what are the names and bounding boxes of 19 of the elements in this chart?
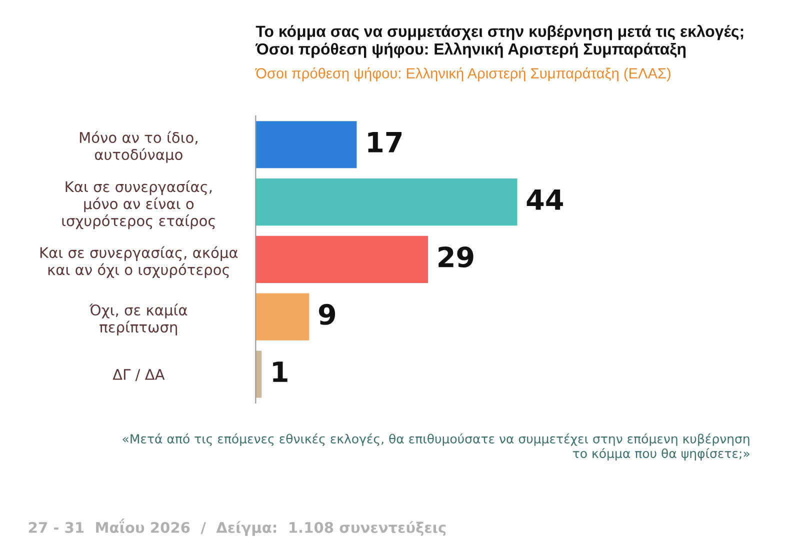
bar [256, 121, 357, 168]
data-label: 1 [273, 362, 288, 382]
data-label: 9 [318, 304, 336, 325]
text: «Μετά από τις επόμενες εθνικές εκλογές, θα επιθυμούσατε να συμμετέχει στην επόμενη κυβέρνηση το κόμμα που θα ψηφίσετε;» [122, 433, 750, 461]
chart-subtitle: Όσοι πρόθεση ψήφου: Ελληνική Αριστερή Συμπαράταξη (ΕΛΑΣ) [255, 67, 670, 82]
y-tick-label: Όχι, σε καμία περίπτωση [89, 304, 188, 336]
data-label: 17 [368, 132, 402, 152]
y-tick-label: ΔΓ / ΔΑ [112, 369, 165, 382]
y-tick-label: Και σε συνεργασίας, ακόμα και αν όχι ο ισχυρότερος [40, 246, 238, 278]
bar [256, 350, 262, 398]
bar [256, 178, 518, 226]
data-label: 29 [438, 246, 474, 268]
bar [256, 293, 310, 340]
y-tick-label: Και σε συνεργασίας, μόνο αν είναι ο ισχυρότερος εταίρος [62, 180, 215, 230]
chart-title: Το κόμμα σας να συμμετάσχει στην κυβέρνηση μετά τις εκλογές; Όσοι πρόθεση ψήφου: Ελληνική Αριστερή Συμπαράταξη [255, 24, 744, 58]
y-tick-label: Μόνο αν το ίδιο, αυτοδύναμο [80, 131, 198, 163]
bar [256, 236, 428, 283]
data-label: 44 [526, 189, 563, 210]
text: 27 - 31 Μαΐου 2026 / Δείγμα: 1.108 συνεντεύξεις [28, 518, 446, 536]
